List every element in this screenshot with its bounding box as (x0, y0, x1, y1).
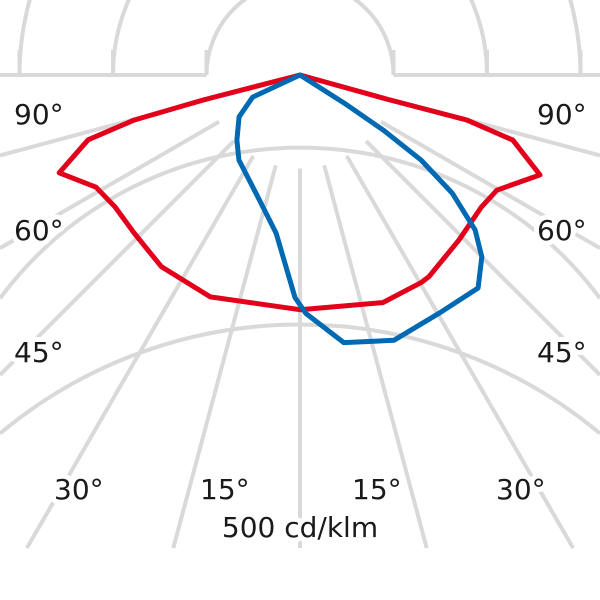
angle-label-right-90: 90° (537, 98, 587, 131)
grid-ring-300 (17, 0, 583, 76)
grid-spoke--15 (171, 164, 278, 549)
angle-label-left-60: 60° (14, 214, 64, 247)
grid-spoke-15 (322, 164, 429, 549)
angle-label-right-15: 15° (352, 473, 402, 506)
grid-spoke-30 (345, 154, 575, 550)
polar-grid (0, 0, 600, 550)
grid-ring-100 (204, 0, 396, 76)
grid-spoke--60 (0, 120, 221, 250)
grid-spoke-60 (379, 120, 600, 250)
unit-label: 500 cd/klm (222, 511, 378, 544)
grid-ring-400 (0, 145, 600, 300)
angle-label-right-60: 60° (537, 214, 587, 247)
angle-label-right-30: 30° (496, 473, 546, 506)
grid-ring-200 (111, 0, 489, 76)
angle-labels: 90° 60° 45° 30° 15° 90° 60° 45° 30° 15° … (9, 93, 592, 549)
series-curve-0 (56, 72, 543, 313)
curves (56, 72, 543, 346)
angle-label-left-90: 90° (14, 98, 64, 131)
angle-label-left-30: 30° (54, 473, 104, 506)
grid-spoke--45 (0, 139, 236, 377)
angle-label-left-45: 45° (14, 336, 64, 369)
grid-spoke--30 (25, 154, 255, 550)
angle-label-right-45: 45° (537, 336, 587, 369)
series-curve-1 (234, 72, 485, 346)
angle-label-left-15: 15° (200, 473, 250, 506)
